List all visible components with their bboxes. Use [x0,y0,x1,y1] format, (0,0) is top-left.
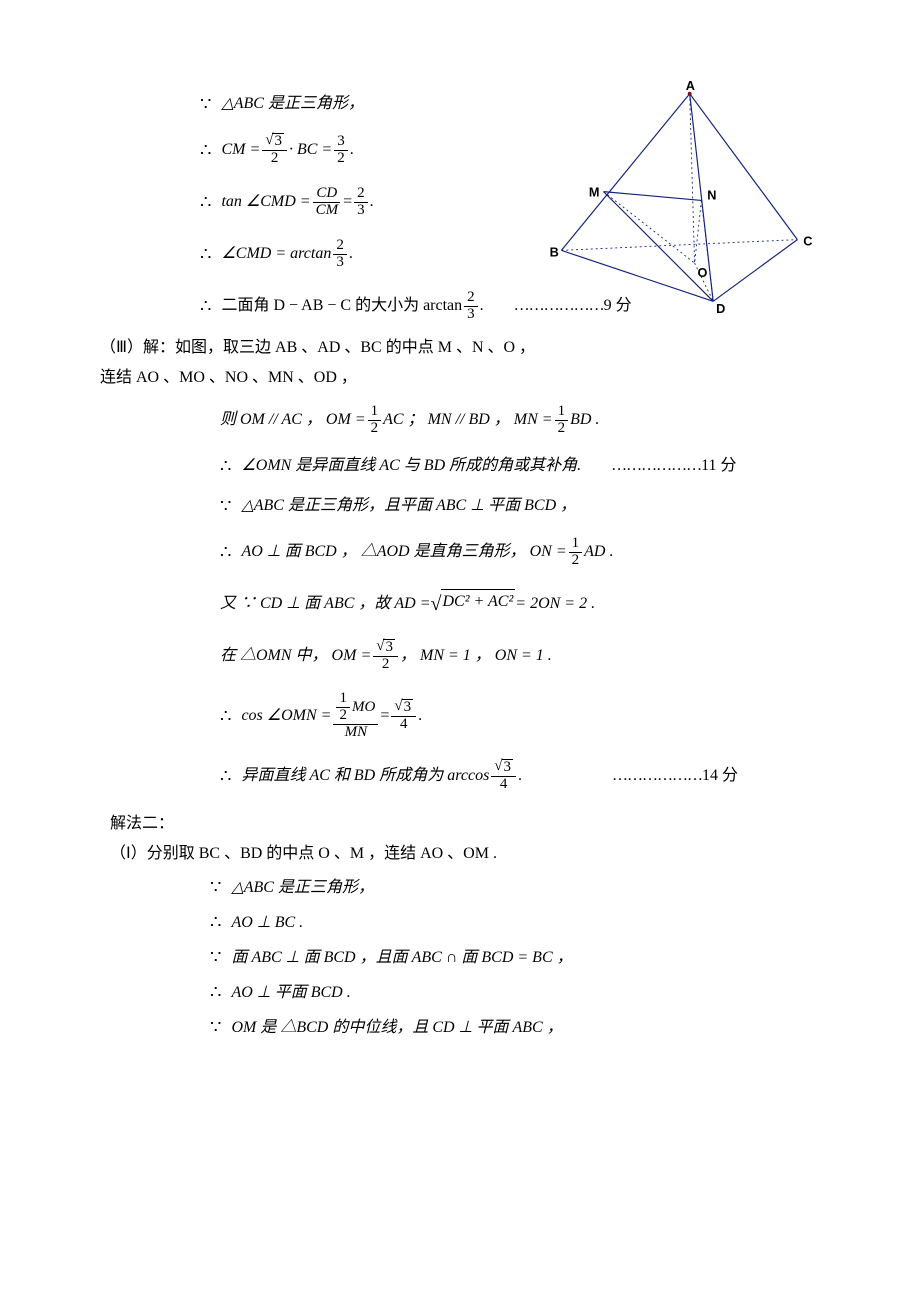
page: AMNBOCD △ABC 是正三角形， CM = √3 2 · BC = 3 2… [0,0,920,1089]
method2-line6: OM 是 △BCD 的中位线，且 CD ⊥ 平面 ABC ， [210,1014,820,1041]
line-9: ∠OMN 是异面直线 AC 与 BD 所成的角或其补角. 11 分 [220,450,820,482]
method2-line5: AO ⊥ 平面 BCD . [210,979,820,1006]
method2-line2: △ABC 是正三角形， [210,874,820,901]
score-11: 11 分 [611,454,736,478]
line-8: 则 OM // AC ， OM = 1 2 AC ； MN // BD ， MN… [220,398,820,442]
part3-intro: （Ⅲ）解：如图，取三边 AB 、AD 、BC 的中点 M 、N 、O ， [100,336,820,360]
method2-line1: （Ⅰ）分别取 BC 、BD 的中点 O 、M ，连结 AO 、OM . [110,842,820,866]
line-15: 异面直线 AC 和 BD 所成角为 arccos √3 4 . 14 分 [220,754,820,798]
line-14: cos ∠OMN = 1 2 MO MN = √3 4 . [220,686,820,746]
line-7: 连结 AO 、MO 、NO 、MN 、OD ， [100,366,820,390]
line-10: △ABC 是正三角形，且平面 ABC ⊥ 平面 BCD ， [220,490,820,522]
svg-text:N: N [707,187,716,202]
tetrahedron-figure: A M N B O C D [535,80,815,315]
line-13: 在 △OMN 中， OM = √3 2 ， MN = 1 ， ON = 1 . [220,634,820,678]
line-11: AO ⊥ 面 BCD ， △AOD 是直角三角形， ON = 1 2 AD . [220,530,820,574]
method2-heading: 解法二： [110,812,820,836]
svg-text:D: D [716,301,725,315]
svg-text:A: A [686,80,695,93]
svg-text:B: B [550,244,559,259]
line-12: 又 ∵ CD ⊥ 面 ABC ，故 AD = √DC² + AC² = 2ON … [220,582,820,626]
score-14: 14 分 [612,764,738,788]
svg-text:O: O [698,265,708,280]
svg-text:M: M [589,185,600,200]
method2-line4: 面 ABC ⊥ 面 BCD ，且面 ABC ∩ 面 BCD = BC ， [210,944,820,971]
method2-line3: AO ⊥ BC . [210,909,820,936]
svg-text:C: C [803,233,812,248]
